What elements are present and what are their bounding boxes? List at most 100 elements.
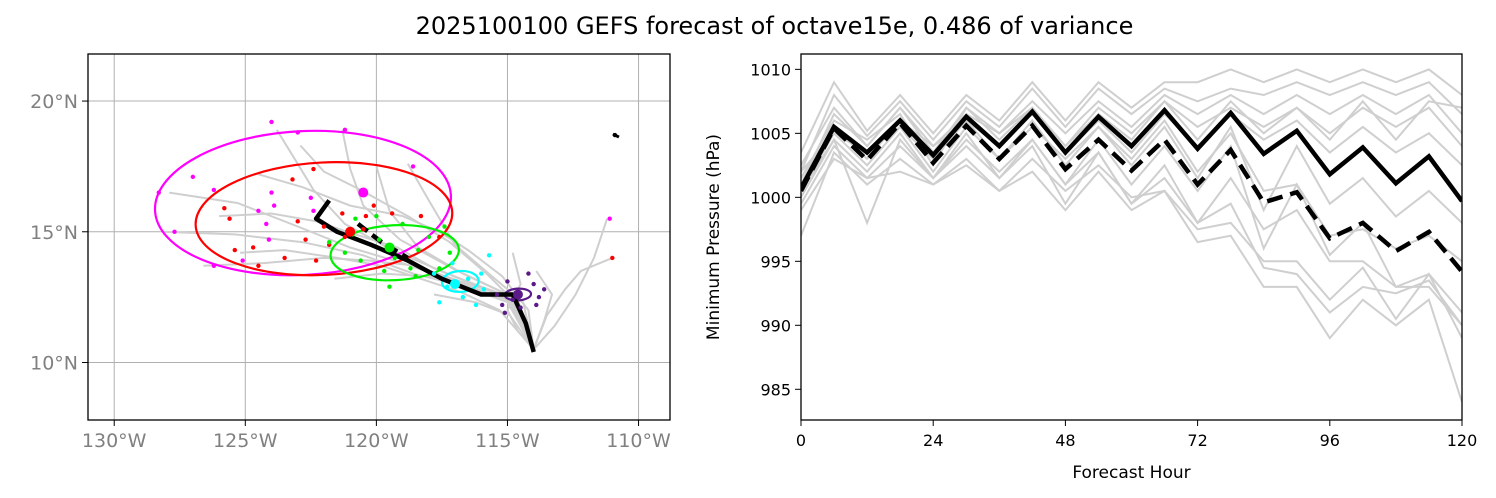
member-position-dot (256, 208, 261, 214)
map-x-tick-label: 120°W (344, 430, 409, 452)
map-x-tick-label: 125°W (213, 430, 278, 452)
member-position-dot (494, 292, 500, 297)
member-position-dot (232, 247, 238, 253)
member-position-dot (510, 297, 515, 302)
member-pressure-line (801, 118, 1462, 224)
member-position-dot (387, 284, 392, 289)
member-position-dot (358, 258, 363, 263)
member-pressure-line (801, 118, 1462, 263)
member-position-dot (295, 219, 300, 224)
member-position-dot (311, 166, 316, 172)
member-position-dot (418, 213, 424, 219)
member-position-dot (353, 216, 358, 221)
member-pressure-line (801, 150, 1462, 403)
dashed-pressure-line (801, 119, 1462, 274)
member-position-dot (431, 271, 437, 276)
member-pressure-line (801, 68, 1462, 153)
member-track (161, 230, 535, 350)
member-position-dot (400, 221, 405, 227)
mean-pressure-lines (801, 106, 1462, 274)
member-position-dot (342, 234, 348, 240)
member-position-dot (190, 174, 196, 180)
member-position-dot (473, 302, 479, 308)
y-tick-label: 990 (760, 316, 791, 335)
member-position-dot (326, 240, 332, 245)
member-pressure-line (801, 157, 1462, 339)
map-y-tick-label: 10°N (30, 352, 78, 374)
member-position-dot (460, 294, 466, 300)
member-position-dot (256, 263, 261, 268)
x-tick-label: 72 (1187, 431, 1207, 450)
member-position-dot (227, 216, 232, 221)
y-tick-label: 985 (760, 380, 791, 399)
member-pressure-line (801, 93, 1462, 166)
member-position-dot (313, 258, 319, 263)
member-position-dot (269, 190, 274, 195)
x-axis-label: Forecast Hour (1072, 463, 1190, 483)
y-tick-label: 995 (760, 252, 791, 271)
map-tick-labels: 130°W 125°W 120°W 115°W 110°W 10°N 15°N 20°N (30, 91, 671, 452)
member-position-dot (500, 302, 505, 308)
member-position-dot (518, 305, 523, 310)
member-position-dot (536, 294, 542, 300)
member-position-dot (534, 302, 539, 308)
member-position-dot (282, 255, 287, 261)
member-positions (156, 119, 620, 316)
member-position-dot (437, 266, 442, 271)
member-track (532, 256, 613, 350)
member-position-dot (607, 216, 612, 221)
x-tick-label: 48 (1055, 431, 1075, 450)
member-position-dot (442, 224, 447, 229)
member-position-dot (531, 281, 536, 287)
member-position-dot (465, 276, 471, 282)
member-track (433, 293, 535, 350)
member-position-dot (447, 250, 452, 255)
member-position-dot (413, 274, 418, 279)
ellipse-center-dot (512, 289, 523, 300)
y-axis-label: Minimum Pressure (hPa) (704, 134, 724, 340)
member-pressure-lines (801, 68, 1462, 403)
member-pressure-line (801, 81, 1462, 173)
member-position-dot (392, 255, 397, 261)
map-y-tick-label: 20°N (30, 91, 78, 113)
y-tick-label: 1010 (750, 60, 791, 79)
member-position-dot (374, 213, 379, 219)
member-position-dot (450, 260, 455, 266)
member-position-dot (361, 226, 366, 232)
member-position-dot (321, 224, 327, 229)
member-position-dot (211, 263, 217, 268)
y-tick-label: 1000 (750, 188, 791, 207)
member-position-dot (389, 211, 395, 216)
member-position-dot (502, 310, 508, 316)
member-position-dot (541, 287, 547, 292)
member-position-dot (410, 164, 416, 169)
mean-track-dashed (356, 222, 409, 260)
x-tick-label: 96 (1320, 431, 1340, 450)
member-position-dot (340, 211, 345, 216)
member-position-dot (266, 237, 272, 242)
member-position-dot (222, 206, 227, 211)
member-position-dot (264, 221, 269, 227)
member-track (532, 218, 609, 351)
member-position-dot (479, 271, 484, 276)
member-position-dot (211, 187, 217, 193)
member-position-dot (308, 195, 314, 200)
member-track (406, 163, 535, 350)
pressure-panel: 0 24 48 72 96 120 985 990 995 1000 1005 1010 Foreca… (704, 53, 1478, 483)
member-position-dot (481, 287, 487, 292)
member-position-dot (240, 258, 245, 263)
member-pressure-line (801, 131, 1462, 314)
uncertainty-ellipse (440, 269, 480, 294)
x-tick-label: 120 (1447, 431, 1478, 450)
member-position-dot (342, 127, 348, 133)
member-tracks (161, 129, 613, 351)
ellipse-center-dot (345, 226, 356, 237)
stray-track-segment (612, 132, 620, 139)
member-track (240, 249, 535, 351)
figure-title: 2025100100 GEFS forecast of octave15e, 0… (415, 12, 1134, 40)
member-position-dot (342, 250, 348, 255)
member-position-dot (408, 266, 413, 271)
member-position-dot (295, 130, 300, 135)
map-panel: 130°W 125°W 120°W 115°W 110°W 10°N 15°N 20°N (30, 53, 671, 452)
